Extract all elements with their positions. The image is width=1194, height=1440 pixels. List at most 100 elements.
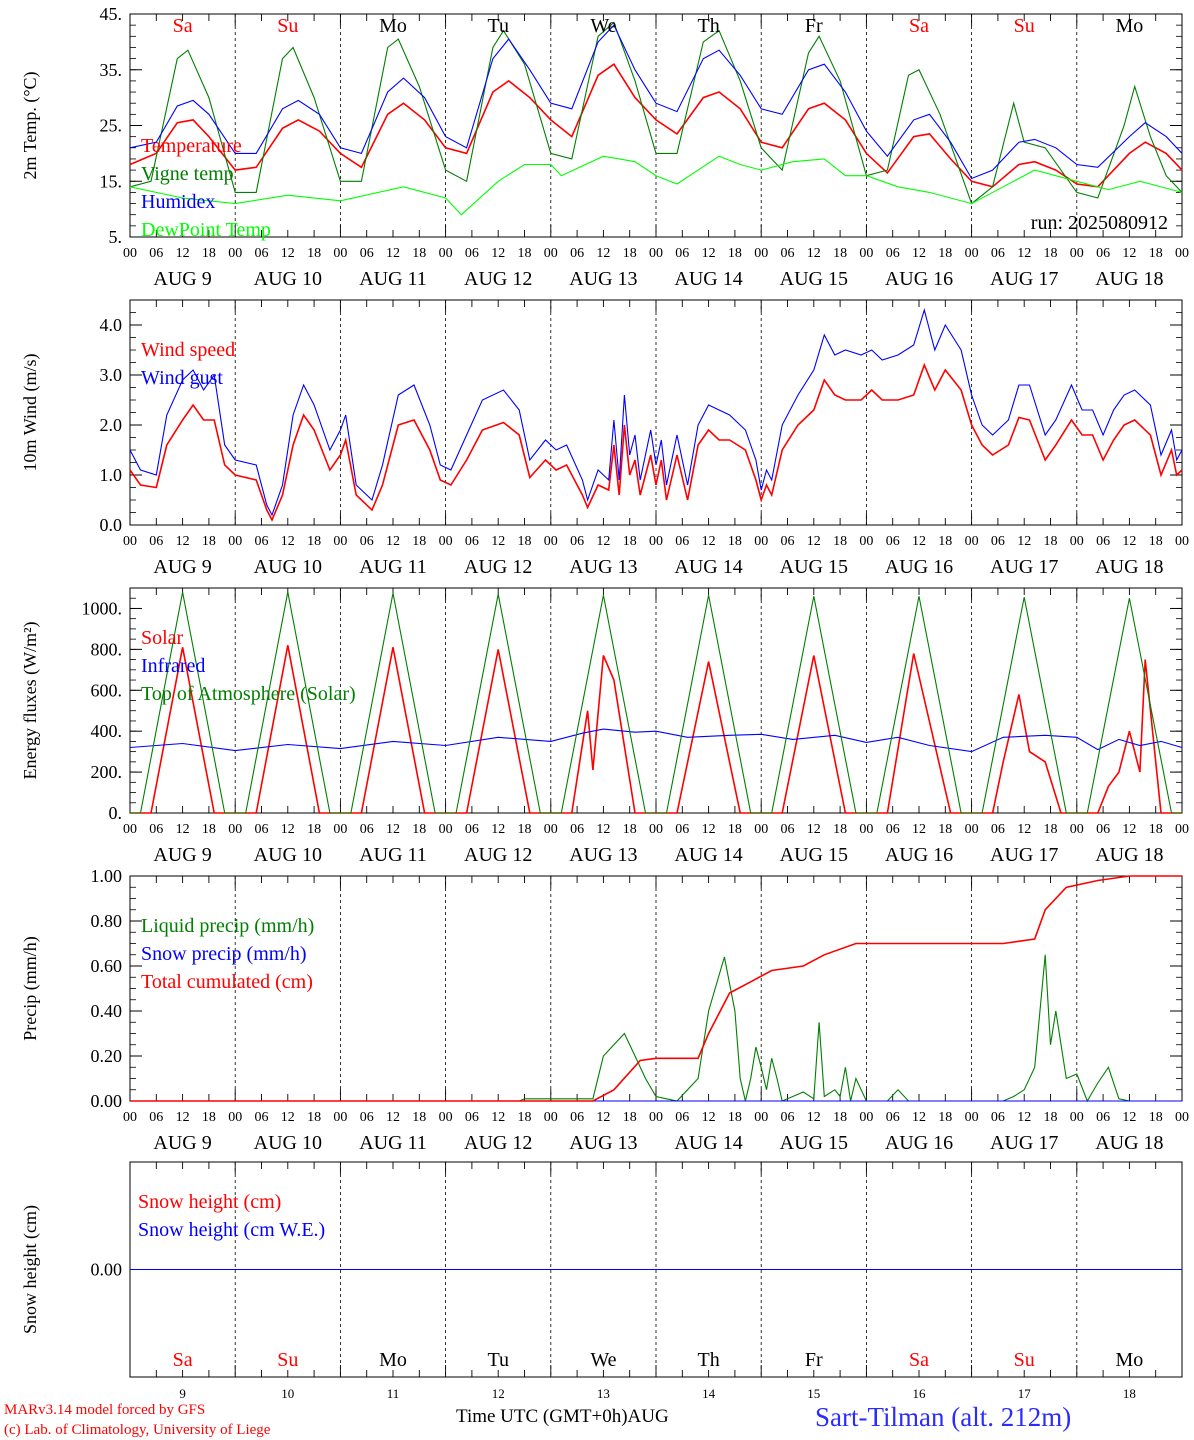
hour-tick-label: 00 (544, 822, 558, 837)
date-label: AUG 9 (153, 844, 211, 866)
hour-tick-label: 18 (833, 534, 847, 549)
hour-tick-label: 18 (833, 1110, 847, 1125)
y-tick-label: 0.00 (91, 1091, 123, 1111)
hour-tick-label: 00 (1070, 1110, 1084, 1125)
panel-5: 0.00 Snow height (cm) Snow height (cm) Snow… (20, 1161, 1183, 1378)
y-tick-label: 3.0 (100, 365, 123, 385)
hour-tick-label: 12 (912, 246, 926, 261)
weekday-label: Fr (805, 1349, 823, 1371)
y-axis-label: Snow height (cm) (20, 1205, 41, 1334)
hour-tick-label: 12 (912, 534, 926, 549)
y-axis-label: Energy fluxes (W/m²) (20, 621, 41, 779)
hour-tick-label: 18 (518, 1110, 532, 1125)
hour-tick-label: 00 (1175, 534, 1189, 549)
weekday-label: Mo (379, 1349, 407, 1371)
series-line (129, 155, 1183, 216)
hour-tick-label: 00 (1070, 246, 1084, 261)
date-label: AUG 12 (464, 1132, 532, 1154)
date-label: AUG 18 (1095, 268, 1163, 290)
series-line (129, 21, 1183, 205)
weekday-label: Tu (487, 1349, 509, 1371)
hour-tick-label: 06 (255, 246, 269, 261)
hour-tick-label: 18 (728, 534, 742, 549)
hour-tick-label: 12 (491, 1110, 505, 1125)
hour-tick-label: 18 (728, 1110, 742, 1125)
hour-tick-label: 12 (596, 246, 610, 261)
y-tick-label: 800. (91, 639, 123, 659)
y-tick-label: 0.0 (100, 515, 123, 535)
date-label: AUG 16 (885, 556, 953, 578)
hour-tick-label: 18 (728, 822, 742, 837)
hour-tick-label: 12 (176, 246, 190, 261)
date-label: AUG 16 (885, 844, 953, 866)
hour-tick-label: 00 (1175, 822, 1189, 837)
hour-tick-label: 00 (333, 246, 347, 261)
hour-tick-label: 18 (1149, 246, 1163, 261)
date-label: AUG 15 (780, 844, 848, 866)
hour-tick-label: 00 (1175, 1110, 1189, 1125)
hour-tick-label: 06 (781, 246, 795, 261)
date-label: AUG 9 (153, 268, 211, 290)
hour-tick-label: 12 (386, 246, 400, 261)
hour-tick-label: 06 (149, 534, 163, 549)
bottom-date-label: 17 (1018, 1386, 1032, 1401)
series-line (129, 362, 1183, 522)
hour-tick-label: 12 (386, 534, 400, 549)
hour-tick-label: 12 (807, 1110, 821, 1125)
hour-tick-label: 00 (859, 534, 873, 549)
hour-tick-label: 18 (623, 534, 637, 549)
hour-tick-label: 06 (991, 534, 1005, 549)
date-label: AUG 13 (569, 556, 637, 578)
y-tick-label: 0.80 (91, 911, 123, 931)
hour-tick-label: 06 (886, 1110, 900, 1125)
legend-entry: Liquid precip (mm/h) (141, 915, 314, 937)
model-credit: MARv3.14 model forced by GFS (4, 1402, 206, 1418)
date-label: AUG 16 (885, 268, 953, 290)
hour-tick-label: 12 (807, 534, 821, 549)
panel-4: 0.00 0.20 0.40 0.60 0.80 1.00 Precip (mm/h) 00 0… (20, 866, 1189, 1154)
hour-tick-label: 12 (702, 246, 716, 261)
weekday-label: Th (697, 1349, 719, 1371)
hour-tick-label: 18 (833, 246, 847, 261)
y-tick-label: 25. (100, 116, 123, 136)
date-label: AUG 15 (780, 556, 848, 578)
hour-tick-label: 12 (386, 1110, 400, 1125)
hour-tick-label: 18 (412, 246, 426, 261)
date-label: AUG 15 (780, 268, 848, 290)
y-tick-label: 600. (91, 680, 123, 700)
hour-tick-label: 12 (491, 822, 505, 837)
hour-tick-label: 06 (465, 246, 479, 261)
y-axis-label: 10m Wind (m/s) (20, 354, 41, 472)
weekday-label: Tu (487, 15, 509, 37)
hour-tick-label: 12 (1122, 246, 1136, 261)
date-label: AUG 11 (359, 556, 427, 578)
hour-tick-label: 18 (1149, 822, 1163, 837)
hour-tick-label: 06 (465, 534, 479, 549)
legend-entry: Wind speed (141, 339, 235, 361)
hour-tick-label: 06 (781, 534, 795, 549)
hour-tick-label: 18 (202, 822, 216, 837)
weekday-label: Fr (805, 15, 823, 37)
legend-entry: Snow precip (mm/h) (141, 943, 307, 965)
weekday-label: Th (697, 15, 719, 37)
date-label: AUG 18 (1095, 556, 1163, 578)
hour-tick-label: 00 (228, 822, 242, 837)
date-label: AUG 15 (780, 1132, 848, 1154)
hour-tick-label: 12 (596, 1110, 610, 1125)
hour-tick-label: 18 (1149, 1110, 1163, 1125)
hour-tick-label: 00 (123, 822, 137, 837)
series-line (129, 307, 1183, 517)
hour-tick-label: 18 (1044, 246, 1058, 261)
hour-tick-label: 12 (912, 822, 926, 837)
hour-tick-label: 12 (1122, 534, 1136, 549)
hour-tick-label: 12 (807, 246, 821, 261)
hour-tick-label: 06 (360, 534, 374, 549)
y-tick-label: 0.40 (91, 1001, 123, 1021)
y-tick-label: 1.00 (91, 866, 123, 886)
run-label: run: 2025080912 (1031, 212, 1168, 234)
y-tick-label: 400. (91, 721, 123, 741)
hour-tick-label: 06 (465, 1110, 479, 1125)
weekday-label: We (590, 15, 616, 37)
hour-tick-label: 18 (1044, 534, 1058, 549)
